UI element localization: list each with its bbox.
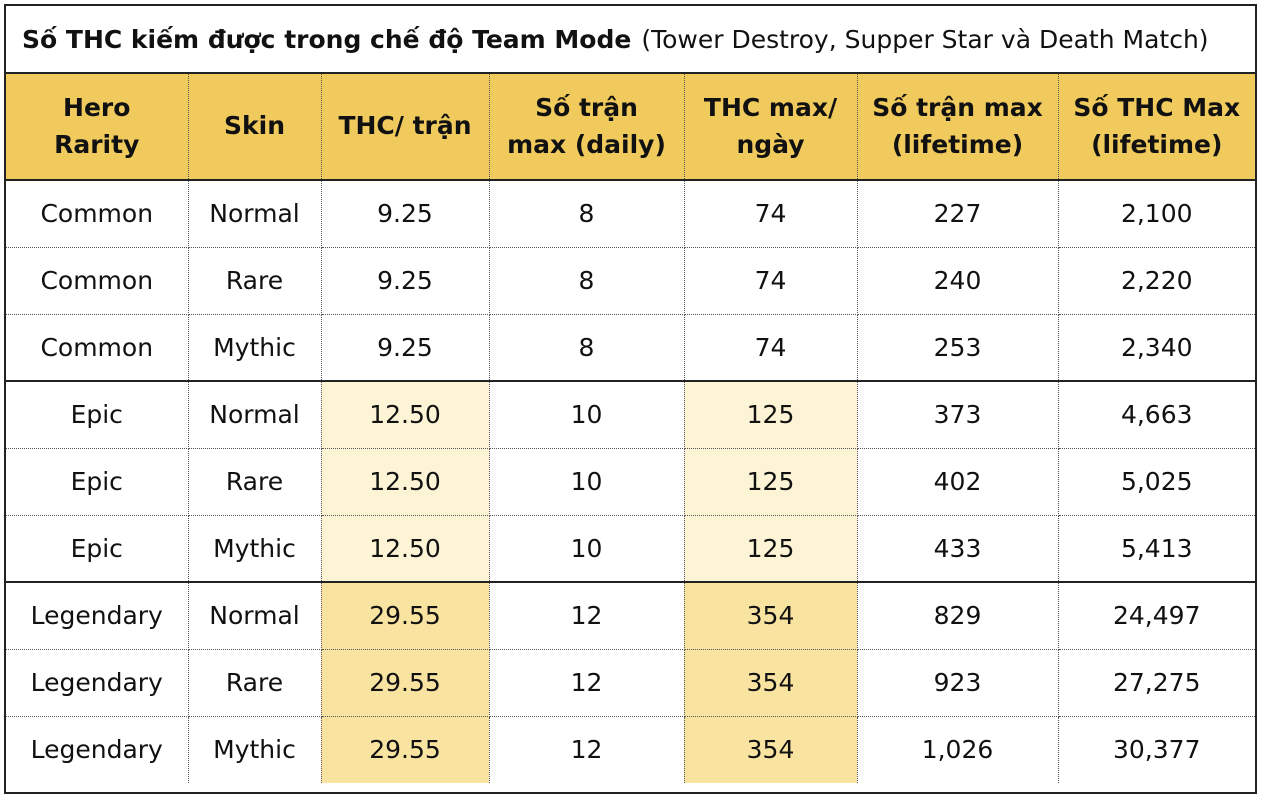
cell-thc-per-match: 12.50 <box>321 381 490 449</box>
cell-skin: Rare <box>188 448 322 516</box>
header-max-matches-daily: Số trận max (daily) <box>489 74 685 181</box>
cell-max-matches-daily: 8 <box>489 180 685 248</box>
cell-skin: Rare <box>188 649 322 717</box>
cell-thc-max-per-day: 125 <box>684 381 858 449</box>
cell-thc-max-lifetime: 2,220 <box>1058 247 1255 315</box>
table-row: Legendary Mythic 29.55 12 354 1,026 30,3… <box>6 716 1255 783</box>
cell-rarity: Legendary <box>6 649 189 717</box>
cell-max-matches-daily: 8 <box>489 247 685 315</box>
cell-thc-max-lifetime: 24,497 <box>1058 582 1255 650</box>
cell-thc-max-per-day: 354 <box>684 649 858 717</box>
cell-thc-per-match: 29.55 <box>321 716 490 783</box>
cell-max-matches-daily: 12 <box>489 582 685 650</box>
table-row: Common Rare 9.25 8 74 240 2,220 <box>6 247 1255 315</box>
cell-thc-max-lifetime: 2,340 <box>1058 314 1255 382</box>
header-max-matches-lifetime: Số trận max (lifetime) <box>857 74 1059 181</box>
cell-thc-max-lifetime: 27,275 <box>1058 649 1255 717</box>
cell-thc-per-match: 29.55 <box>321 582 490 650</box>
table-title-sub: (Tower Destroy, Supper Star và Death Mat… <box>641 24 1209 54</box>
cell-skin: Normal <box>188 582 322 650</box>
header-hero-rarity: Hero Rarity <box>6 74 189 181</box>
cell-rarity: Common <box>6 180 189 248</box>
header-skin: Skin <box>188 74 322 181</box>
cell-max-matches-lifetime: 923 <box>857 649 1059 717</box>
table-row: Epic Normal 12.50 10 125 373 4,663 <box>6 381 1255 449</box>
table-row: Epic Mythic 12.50 10 125 433 5,413 <box>6 515 1255 583</box>
cell-max-matches-daily: 10 <box>489 448 685 516</box>
cell-max-matches-lifetime: 227 <box>857 180 1059 248</box>
cell-rarity: Legendary <box>6 716 189 783</box>
cell-skin: Mythic <box>188 515 322 583</box>
cell-thc-max-lifetime: 5,025 <box>1058 448 1255 516</box>
cell-rarity: Epic <box>6 448 189 516</box>
table-row: Common Mythic 9.25 8 74 253 2,340 <box>6 314 1255 382</box>
thc-table: Hero Rarity Skin THC/ trận Số trận max (… <box>6 74 1255 783</box>
cell-max-matches-daily: 8 <box>489 314 685 382</box>
cell-max-matches-daily: 12 <box>489 716 685 783</box>
cell-thc-max-lifetime: 30,377 <box>1113 735 1201 765</box>
cell-thc-per-match: 9.25 <box>321 314 490 382</box>
header-thc-max-lifetime: Số THC Max (lifetime) <box>1058 74 1255 181</box>
cell-rarity: Epic <box>6 381 189 449</box>
cell-thc-max-per-day: 354 <box>684 582 858 650</box>
table-title-main: Số THC kiếm được trong chế độ Team Mode <box>22 24 632 54</box>
cell-max-matches-daily: 10 <box>489 381 685 449</box>
header-thc-per-match: THC/ trận <box>321 74 490 181</box>
cell-skin: Normal <box>188 381 322 449</box>
cell-thc-per-match: 29.55 <box>321 649 490 717</box>
cell-thc-per-match: 9.25 <box>321 180 490 248</box>
cell-skin: Mythic <box>188 716 322 783</box>
cell-skin: Mythic <box>188 314 322 382</box>
cell-max-matches-lifetime: 253 <box>857 314 1059 382</box>
cell-thc-max-per-day: 74 <box>684 180 858 248</box>
table-row: Epic Rare 12.50 10 125 402 5,025 <box>6 448 1255 516</box>
cell-thc-per-match: 12.50 <box>321 448 490 516</box>
table-row: Legendary Rare 29.55 12 354 923 27,275 <box>6 649 1255 717</box>
table-row: Common Normal 9.25 8 74 227 2,100 <box>6 180 1255 248</box>
cell-skin: Normal <box>188 180 322 248</box>
cell-thc-max-per-day: 74 <box>684 314 858 382</box>
cell-max-matches-lifetime: 1,026 <box>857 716 1059 783</box>
cell-max-matches-lifetime: 373 <box>857 381 1059 449</box>
cell-thc-max-lifetime: 4,663 <box>1058 381 1255 449</box>
cell-max-matches-lifetime: 433 <box>857 515 1059 583</box>
cell-rarity: Common <box>6 247 189 315</box>
table-header-row: Hero Rarity Skin THC/ trận Số trận max (… <box>6 74 1255 181</box>
thc-table-card: Số THC kiếm được trong chế độ Team Mode … <box>4 4 1257 794</box>
cell-max-matches-lifetime: 402 <box>857 448 1059 516</box>
cell-max-matches-daily: 10 <box>489 515 685 583</box>
table-title: Số THC kiếm được trong chế độ Team Mode … <box>6 6 1255 74</box>
cell-rarity: Legendary <box>6 582 189 650</box>
cell-max-matches-lifetime: 829 <box>857 582 1059 650</box>
cell-rarity: Epic <box>6 515 189 583</box>
cell-thc-per-match: 12.50 <box>321 515 490 583</box>
cell-rarity: Common <box>6 314 189 382</box>
cell-max-matches-daily: 12 <box>489 649 685 717</box>
cell-skin: Rare <box>188 247 322 315</box>
cell-thc-max-lifetime: 2,100 <box>1058 180 1255 248</box>
cell-thc-per-match: 9.25 <box>321 247 490 315</box>
table-row: Legendary Normal 29.55 12 354 829 24,497 <box>6 582 1255 650</box>
cell-thc-max-per-day: 125 <box>684 448 858 516</box>
cell-thc-max-per-day: 74 <box>684 247 858 315</box>
cell-thc-max-lifetime: 5,413 <box>1058 515 1255 583</box>
header-thc-max-per-day: THC max/ ngày <box>684 74 858 181</box>
cell-thc-max-per-day: 354 <box>684 716 858 783</box>
cell-thc-max-per-day: 125 <box>684 515 858 583</box>
cell-max-matches-lifetime: 240 <box>857 247 1059 315</box>
